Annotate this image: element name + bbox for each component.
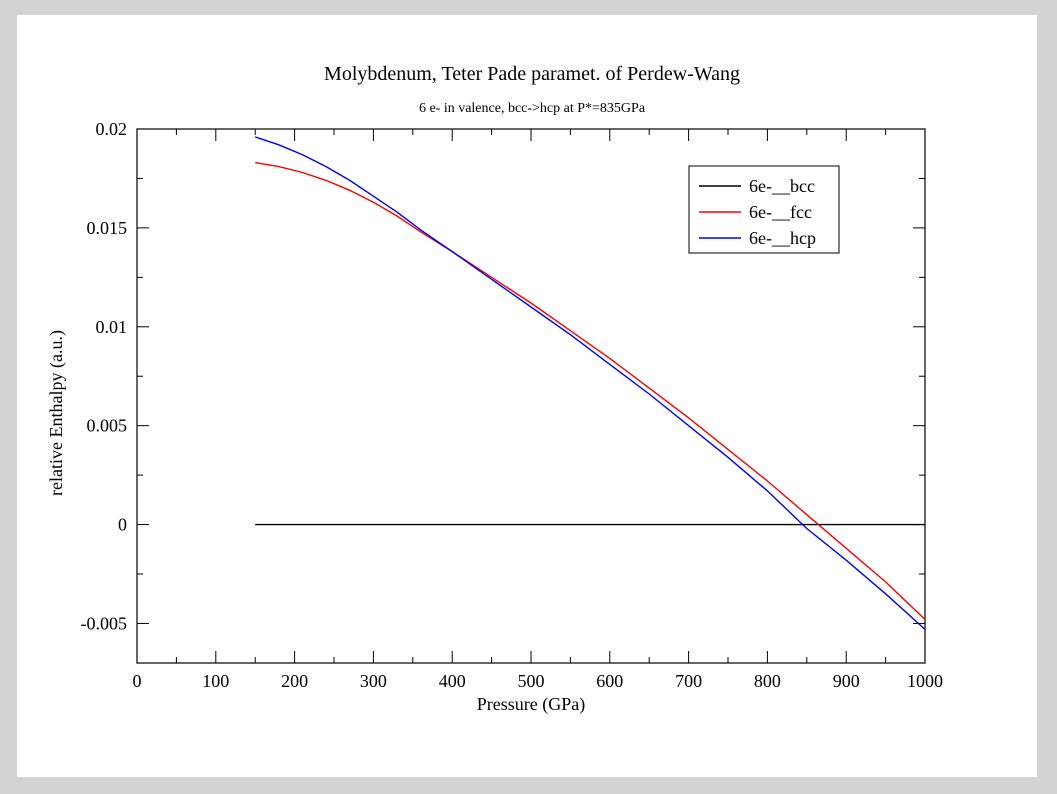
y-tick-label: 0.02 (96, 119, 128, 139)
x-tick-label: 900 (833, 671, 860, 691)
x-tick-label: 800 (754, 671, 781, 691)
x-tick-label: 400 (439, 671, 466, 691)
plot-layer: 0 100 200 300 400 500 600 700 800 900 1000 -0.005 0 0… (81, 119, 944, 691)
y-tick-label: 0.005 (87, 416, 128, 436)
legend-label-1: 6e-__fcc (749, 202, 812, 222)
x-tick-label: 600 (596, 671, 623, 691)
chart-canvas: Molybdenum, Teter Pade paramet. of Perde… (17, 15, 1037, 777)
legend-label-0: 6e-__bcc (749, 176, 815, 196)
chart-subtitle: 6 e- in valence, bcc->hcp at P*=835GPa (419, 101, 646, 116)
legend: 6e-__bcc 6e-__fcc 6e-__hcp (688, 165, 840, 254)
x-tick-label: 100 (202, 671, 229, 691)
chart-title: Molybdenum, Teter Pade paramet. of Perde… (324, 63, 740, 85)
x-tick-label: 0 (133, 671, 142, 691)
series-line-2 (254, 136, 926, 630)
y-tick-label: -0.005 (81, 613, 128, 633)
x-tick-label: 1000 (907, 671, 943, 691)
x-tick-label: 500 (518, 671, 545, 691)
x-tick-label: 200 (281, 671, 308, 691)
legend-label-2: 6e-__hcp (749, 228, 816, 248)
series-line-1 (255, 161, 926, 621)
y-tick-label: 0 (118, 515, 127, 535)
x-tick-label: 700 (675, 671, 702, 691)
y-tick-label: 0.015 (87, 218, 128, 238)
x-tick-label: 300 (360, 671, 387, 691)
y-tick-label: 0.01 (96, 317, 128, 337)
chart-svg: Molybdenum, Teter Pade paramet. of Perde… (46, 63, 944, 715)
y-axis-label: relative Enthalpy (a.u.) (46, 330, 67, 496)
x-axis-label: Pressure (GPa) (477, 694, 585, 715)
